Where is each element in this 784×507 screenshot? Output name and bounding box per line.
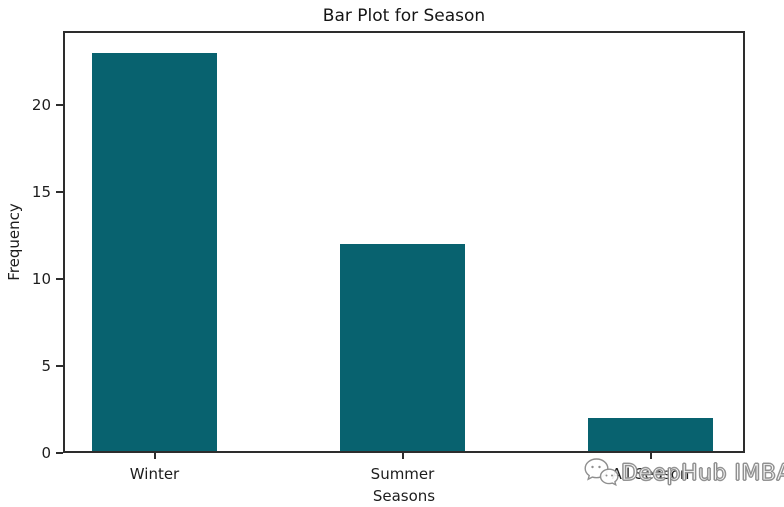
y-tick-label: 20 xyxy=(31,95,51,114)
y-tick-label: 0 xyxy=(41,444,51,462)
x-tick-label: All Season xyxy=(611,465,690,483)
bar-all-season xyxy=(588,418,713,453)
y-tick-label: 10 xyxy=(31,269,51,288)
x-tick-label: Winter xyxy=(129,465,180,483)
x-tick-mark xyxy=(649,453,652,459)
chart-title: Bar Plot for Season xyxy=(322,6,486,26)
bar-summer xyxy=(340,244,465,453)
y-tick-mark xyxy=(56,364,63,367)
y-tick-mark xyxy=(56,190,63,193)
x-tick-mark xyxy=(401,453,404,459)
y-tick-label: 5 xyxy=(41,356,51,375)
bar-winter xyxy=(92,53,217,453)
y-tick-label: 15 xyxy=(31,182,51,201)
y-tick-mark xyxy=(56,103,63,106)
y-tick-mark xyxy=(56,277,63,280)
x-tick-label: Summer xyxy=(370,465,435,483)
y-tick-mark xyxy=(56,452,63,454)
x-axis-label: Seasons xyxy=(372,487,436,505)
x-tick-mark xyxy=(153,453,156,459)
